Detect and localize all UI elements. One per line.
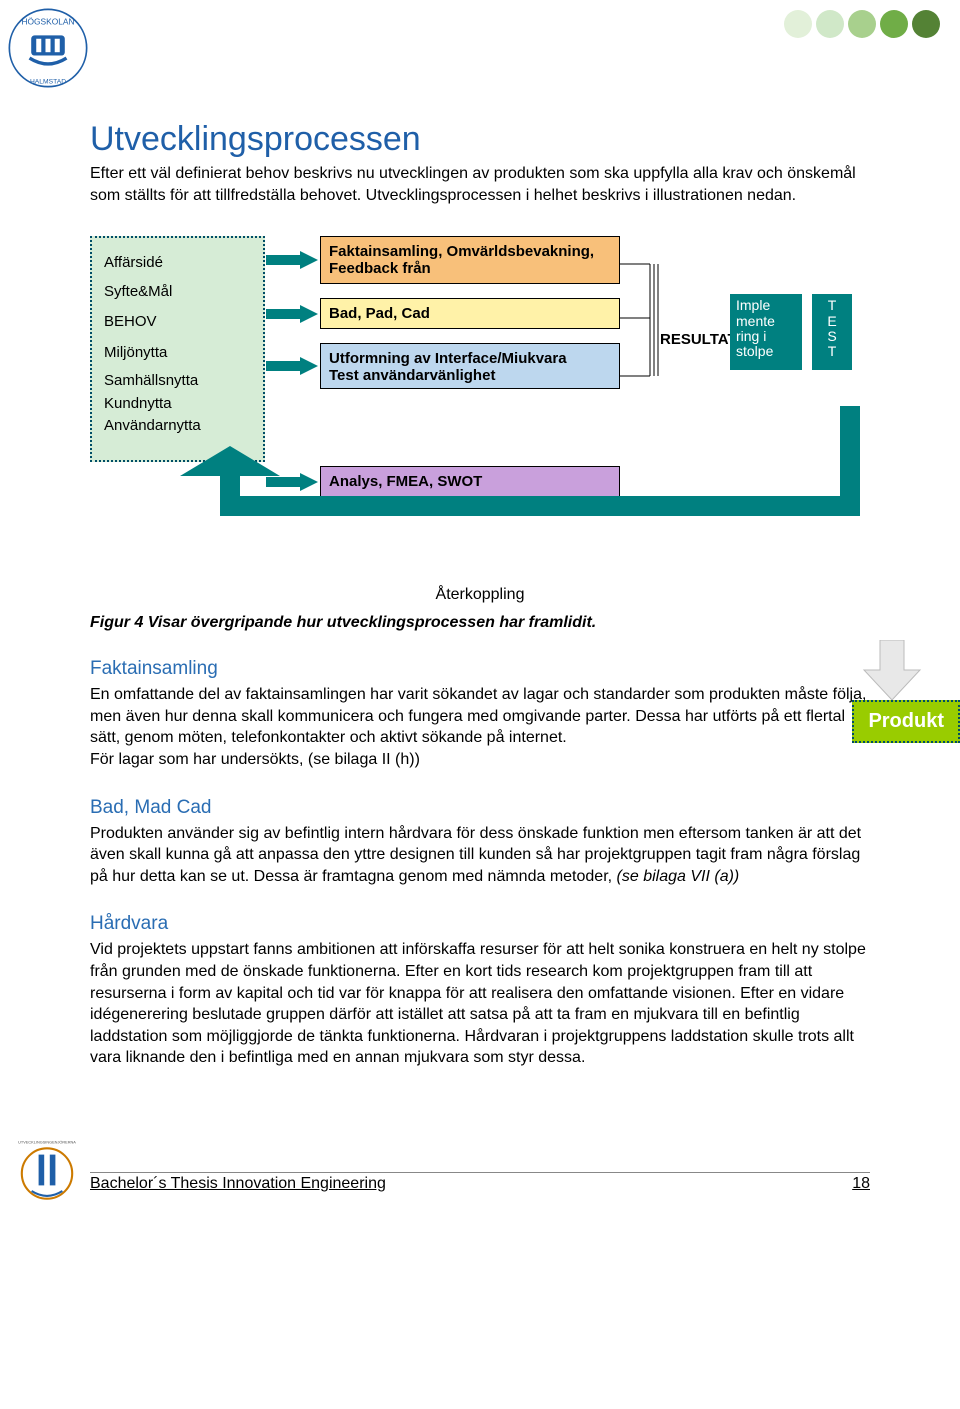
section-body: Vid projektets uppstart fanns ambitionen… <box>90 939 870 1069</box>
implementering-box: Imple mente ring i stolpe <box>730 294 802 370</box>
svg-text:UTVECKLINGSINGENJÖRERNA: UTVECKLINGSINGENJÖRERNA <box>18 1140 76 1144</box>
produkt-box: Produkt <box>852 700 960 743</box>
resultat-label: RESULTAT <box>660 331 737 348</box>
box-text: Faktainsamling, Omvärldsbevakning, Feedb… <box>329 243 594 277</box>
document-page: HÖGSKOLAN HALMSTAD Utvecklingsprocessen … <box>0 0 960 1213</box>
down-arrow-icon <box>862 640 922 700</box>
arrow-icon <box>266 305 318 323</box>
test-box: T E S T <box>812 294 852 370</box>
arrow-icon <box>266 357 318 375</box>
aterkoppling-label: Återkoppling <box>90 586 870 604</box>
page-title: Utvecklingsprocessen <box>90 120 870 159</box>
dot-5 <box>912 10 940 38</box>
figure-caption: Figur 4 Visar övergripande hur utvecklin… <box>90 614 870 632</box>
arrow-icon <box>266 251 318 269</box>
left-item: Affärsidé <box>104 252 251 275</box>
svg-text:HÖGSKOLAN: HÖGSKOLAN <box>21 16 74 26</box>
impl-text: Imple mente ring i stolpe <box>736 297 775 359</box>
university-crest-icon: HÖGSKOLAN HALMSTAD <box>6 6 90 90</box>
body-span: Produkten använder sig av befintlig inte… <box>90 825 861 885</box>
footer-page-number: 18 <box>852 1175 870 1193</box>
dot-1 <box>784 10 812 38</box>
utformning-box: Utformning av Interface/Miukvara Test an… <box>320 343 620 389</box>
dot-2 <box>816 10 844 38</box>
intro-text: Efter ett väl definierat behov beskrivs … <box>90 163 870 206</box>
section-body: En omfattande del av faktainsamlingen ha… <box>90 684 870 770</box>
dot-4 <box>880 10 908 38</box>
svg-text:HALMSTAD: HALMSTAD <box>30 78 66 85</box>
section-heading-badmadcad: Bad, Mad Cad <box>90 797 870 819</box>
left-item: Miljönytta <box>104 342 251 365</box>
test-text: T E S T <box>827 297 836 359</box>
faktainsamling-box: Faktainsamling, Omvärldsbevakning, Feedb… <box>320 236 620 284</box>
mid-column: Faktainsamling, Omvärldsbevakning, Feedb… <box>320 236 620 403</box>
dot-3 <box>848 10 876 38</box>
section-heading-faktainsamling: Faktainsamling <box>90 658 870 680</box>
box-text: Bad, Pad, Cad <box>329 305 430 322</box>
section-heading-hardvara: Hårdvara <box>90 913 870 935</box>
bad-pad-cad-box: Bad, Pad, Cad <box>320 298 620 329</box>
box-text: Utformning av Interface/Miukvara <box>329 350 567 367</box>
left-item: Syfte&Mål <box>104 281 251 304</box>
process-diagram: Affärsidé Syfte&Mål BEHOV Miljönytta Sam… <box>90 236 870 576</box>
left-item: Samhällsnytta <box>104 370 251 393</box>
section-body: Produkten använder sig av befintlig inte… <box>90 823 870 888</box>
left-item: BEHOV <box>104 311 251 334</box>
footer-left: Bachelor´s Thesis Innovation Engineering <box>90 1175 386 1193</box>
box-subtext: Test användarvänlighet <box>329 367 611 384</box>
body-italic: (se bilaga VII (a)) <box>617 868 740 885</box>
footer-logo-icon: UTVECKLINGSINGENJÖRERNA <box>12 1135 82 1205</box>
feedback-loop-icon <box>180 406 870 536</box>
header-dots <box>784 10 940 38</box>
page-footer: Bachelor´s Thesis Innovation Engineering… <box>90 1172 870 1193</box>
